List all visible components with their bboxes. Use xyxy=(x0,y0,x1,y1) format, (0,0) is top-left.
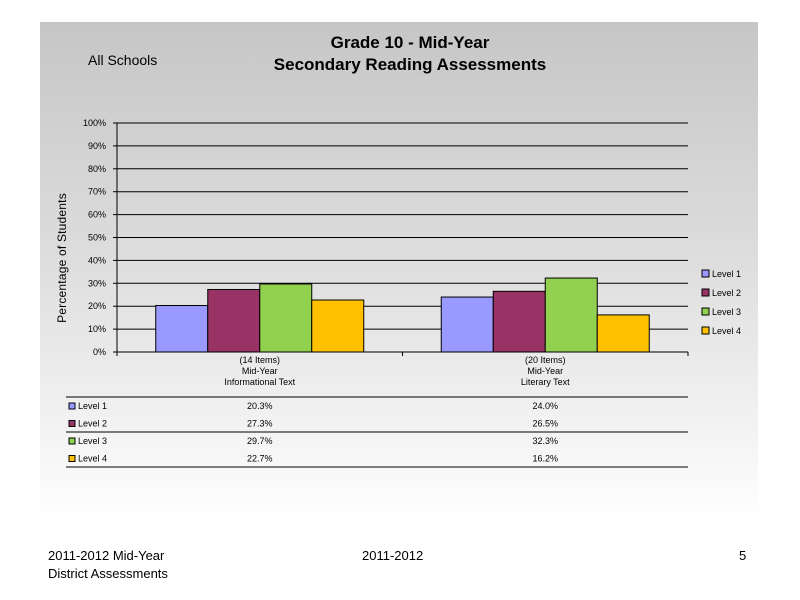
y-tick-label: 80% xyxy=(88,164,106,174)
data-table-value: 22.7% xyxy=(247,454,273,464)
legend-swatch xyxy=(701,307,710,316)
data-table-series-label: Level 2 xyxy=(78,419,107,429)
y-tick-label: 90% xyxy=(88,141,106,151)
bar xyxy=(207,288,261,353)
data-table-value: 24.0% xyxy=(532,401,558,411)
data-table-swatch xyxy=(68,420,76,427)
slide-title-line2: Secondary Reading Assessments xyxy=(273,55,547,74)
bar xyxy=(440,296,494,353)
bar xyxy=(259,283,313,353)
x-category-label: Literary Text xyxy=(521,377,570,387)
y-tick-label: 70% xyxy=(88,187,106,197)
data-table-series-label: Level 4 xyxy=(78,454,107,464)
data-table-value: 32.3% xyxy=(532,436,558,446)
page-number: 5 xyxy=(739,548,747,563)
y-tick-label: 40% xyxy=(88,255,106,265)
y-tick-label: 50% xyxy=(88,233,106,243)
legend-swatch xyxy=(701,288,710,297)
y-tick-label: 100% xyxy=(83,118,106,128)
data-table-series-label: Level 3 xyxy=(78,436,107,446)
data-table-value: 27.3% xyxy=(247,419,273,429)
legend-label: Level 2 xyxy=(712,288,741,298)
bar xyxy=(544,277,598,353)
scope-label: All Schools xyxy=(88,52,158,68)
legend-swatch xyxy=(701,326,710,335)
bar xyxy=(311,299,365,353)
footer-center: 2011-2012 xyxy=(362,548,424,563)
legend-label: Level 1 xyxy=(712,269,741,279)
footer-left-line2: District Assessments xyxy=(48,566,168,581)
slide-panel xyxy=(40,22,758,522)
data-table-series-label: Level 1 xyxy=(78,401,107,411)
x-category-label: Mid-Year xyxy=(527,366,563,376)
y-tick-label: 60% xyxy=(88,210,106,220)
footer-left-line1: 2011-2012 Mid-Year xyxy=(48,548,165,563)
bar xyxy=(155,305,209,353)
legend-label: Level 4 xyxy=(712,326,741,336)
data-table-swatch xyxy=(68,402,76,410)
slide-title-line1: Grade 10 - Mid-Year xyxy=(330,33,490,52)
x-category-label: (20 Items) xyxy=(525,355,566,365)
data-table-value: 26.5% xyxy=(532,419,558,429)
bar xyxy=(596,314,650,353)
y-tick-label: 20% xyxy=(88,301,106,311)
data-table-value: 16.2% xyxy=(532,454,558,464)
data-table-value: 20.3% xyxy=(247,401,273,411)
data-table-swatch xyxy=(68,455,76,462)
legend-swatch xyxy=(701,269,710,278)
y-tick-label: 10% xyxy=(88,324,106,334)
y-tick-label: 30% xyxy=(88,278,106,288)
y-axis-label: Percentage of Students xyxy=(55,193,69,323)
bar xyxy=(492,290,546,353)
data-table-swatch xyxy=(68,437,76,445)
x-category-label: Informational Text xyxy=(224,377,295,387)
legend-label: Level 3 xyxy=(712,307,741,317)
y-tick-label: 0% xyxy=(93,347,106,357)
x-category-label: Mid-Year xyxy=(242,366,278,376)
data-table-value: 29.7% xyxy=(247,436,273,446)
x-category-label: (14 Items) xyxy=(239,355,280,365)
